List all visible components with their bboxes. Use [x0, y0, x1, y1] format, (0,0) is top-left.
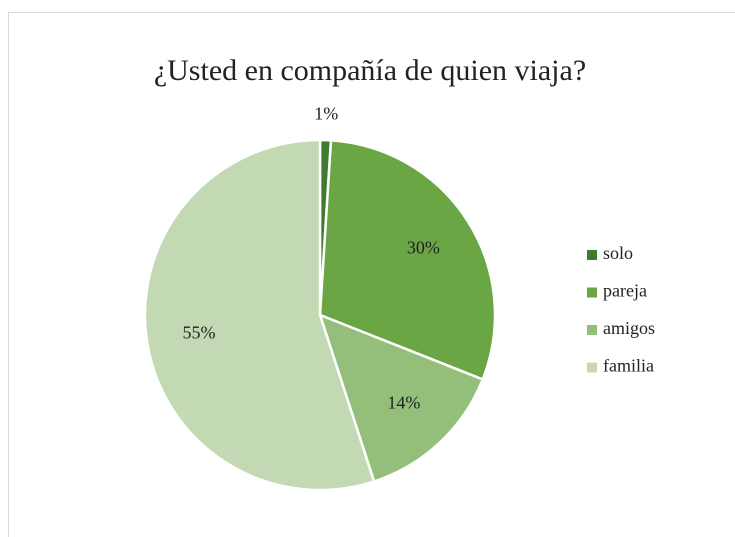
legend-swatch [587, 325, 597, 335]
legend-swatch [587, 362, 597, 373]
legend-label: familia [603, 356, 654, 376]
pie-slice [318, 139, 497, 382]
legend-label: amigos [603, 318, 655, 338]
data-label: 55% [183, 322, 216, 342]
data-label: 30% [407, 237, 440, 257]
legend-label: pareja [603, 281, 647, 301]
legend-swatch [587, 287, 597, 298]
legend-swatch [587, 250, 597, 260]
chart-title: ¿Usted en compañía de quien viaja? [154, 54, 586, 87]
data-label: 14% [387, 392, 420, 412]
data-label: 1% [314, 104, 338, 124]
legend-label: solo [603, 243, 633, 263]
pie-slice [143, 138, 376, 492]
